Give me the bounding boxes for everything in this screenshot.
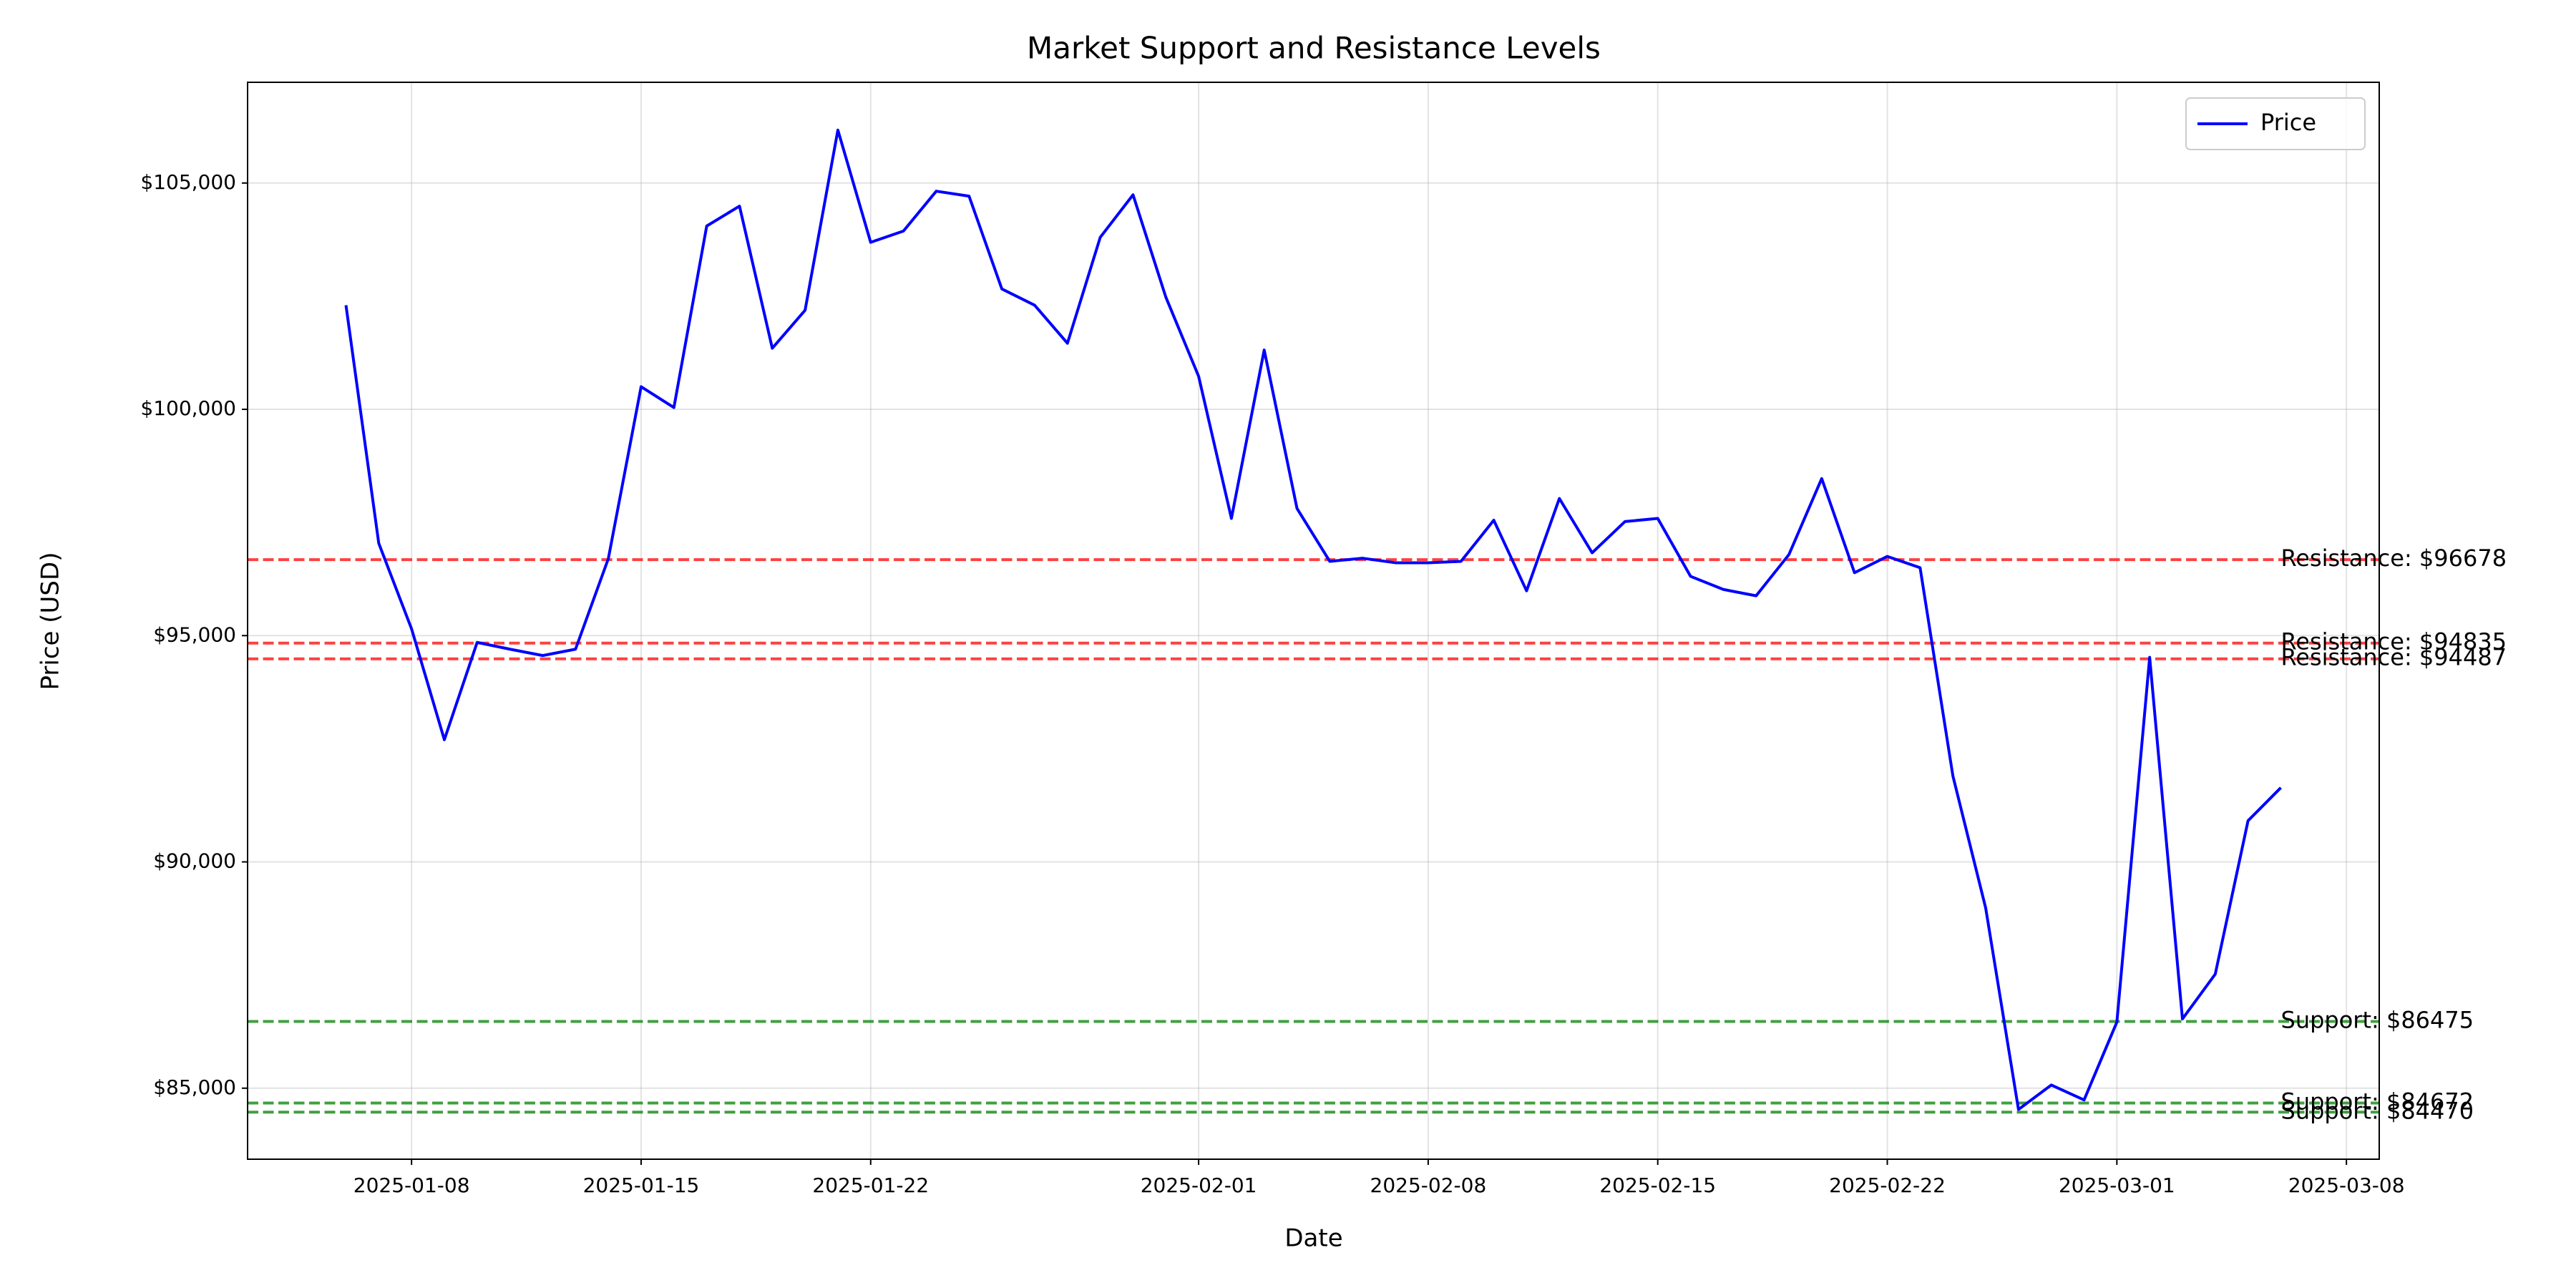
y-tick-label: $105,000 (140, 170, 236, 194)
x-tick-label: 2025-02-01 (1141, 1174, 1257, 1197)
y-tick-label: $95,000 (153, 623, 236, 646)
x-tick-label: 2025-02-08 (1370, 1174, 1487, 1197)
x-tick-label: 2025-02-15 (1599, 1174, 1716, 1197)
level-label: Support: $84470 (2281, 1097, 2474, 1124)
x-axis-label: Date (1284, 1224, 1342, 1253)
x-tick-label: 2025-03-08 (2288, 1174, 2405, 1197)
level-label: Resistance: $94835 (2281, 628, 2507, 655)
x-tick-label: 2025-01-08 (353, 1174, 470, 1197)
legend-box (2185, 97, 2366, 150)
y-tick-label: $90,000 (153, 849, 236, 873)
x-tick-label: 2025-03-01 (2059, 1174, 2175, 1197)
x-tick-label: 2025-02-22 (1829, 1174, 1946, 1197)
x-tick-label: 2025-01-15 (583, 1174, 700, 1197)
price-line (344, 128, 2282, 1111)
level-label: Support: $86475 (2281, 1006, 2474, 1033)
y-axis-label: Price (USD) (36, 552, 65, 691)
level-label: Support: $84672 (2281, 1088, 2474, 1116)
legend-label: Price (2260, 109, 2316, 136)
chart-title: Market Support and Resistance Levels (1027, 31, 1601, 66)
level-label: Resistance: $94487 (2281, 644, 2507, 671)
x-tick-label: 2025-01-22 (812, 1174, 929, 1197)
plot-frame (247, 82, 2380, 1160)
level-label: Resistance: $96678 (2281, 545, 2507, 572)
y-tick-label: $85,000 (153, 1075, 236, 1099)
y-tick-label: $100,000 (140, 396, 236, 420)
